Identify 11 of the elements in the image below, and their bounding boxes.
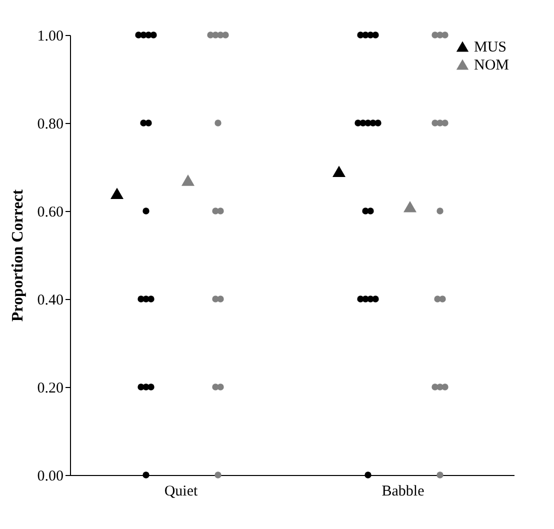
y-tick-label: 0.60	[37, 204, 64, 220]
y-tick-label: 0.40	[37, 292, 64, 308]
y-axis-title: Proportion Correct	[9, 188, 26, 322]
legend-label: NOM	[474, 58, 510, 74]
y-tick-label: 0.80	[37, 116, 64, 132]
y-tick-label: 0.20	[37, 380, 64, 396]
y-tick-label: 1.00	[37, 28, 64, 44]
x-tick-label: Babble	[382, 484, 425, 500]
legend-label: MUS	[474, 40, 507, 56]
x-tick-label: Quiet	[164, 484, 198, 500]
y-tick-label: 0.00	[37, 468, 64, 484]
